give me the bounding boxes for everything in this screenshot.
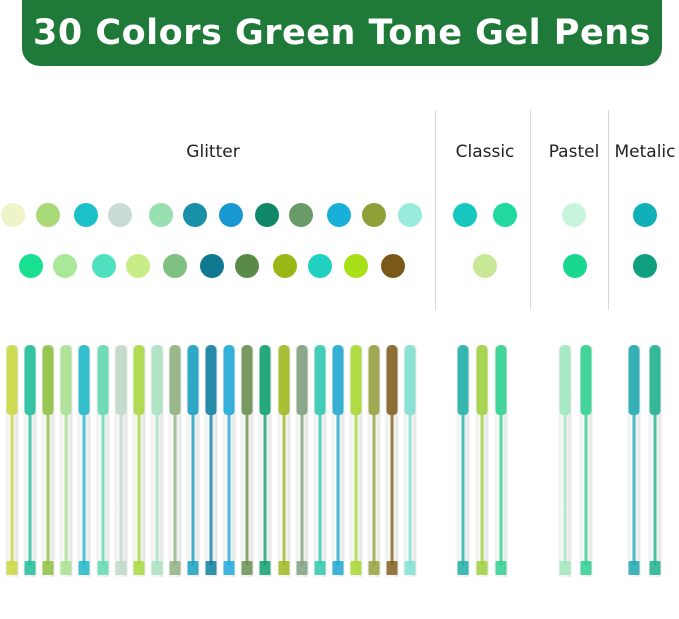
glitter-pen [5,345,20,580]
glitter-color-swatch [255,203,279,227]
glitter-color-swatch [398,203,422,227]
glitter-pen [312,345,327,580]
metalic-color-swatch [633,254,657,278]
classic-pen [475,345,490,580]
glitter-color-swatch [36,203,60,227]
classic-color-swatch [453,203,477,227]
glitter-pen [186,345,201,580]
metalic-pen [627,345,642,580]
classic-color-swatch [473,254,497,278]
glitter-color-swatch [289,203,313,227]
glitter-pen [41,345,56,580]
pastel-pen [558,345,573,580]
glitter-color-swatch [362,203,386,227]
glitter-color-swatch [308,254,332,278]
divider [435,110,436,310]
divider [608,110,609,310]
glitter-pen [403,345,418,580]
glitter-pen [294,345,309,580]
glitter-pen [113,345,128,580]
classic-pen [456,345,471,580]
glitter-color-swatch [74,203,98,227]
pastel-color-swatch [563,254,587,278]
glitter-pen [276,345,291,580]
glitter-color-swatch [183,203,207,227]
label-glitter: Glitter [186,142,240,162]
glitter-color-swatch [273,254,297,278]
label-pastel: Pastel [548,142,600,162]
classic-color-swatch [493,203,517,227]
glitter-pen [77,345,92,580]
glitter-pen [149,345,164,580]
pastel-pen [579,345,594,580]
divider [530,110,531,310]
glitter-color-swatch [92,254,116,278]
glitter-pen [222,345,237,580]
glitter-pen [348,345,363,580]
glitter-pen [95,345,110,580]
title: 30 Colors Green Tone Gel Pens [33,13,651,53]
metalic-pen [648,345,663,580]
glitter-color-swatch [149,203,173,227]
glitter-color-swatch [108,203,132,227]
glitter-pen [367,345,382,580]
glitter-color-swatch [19,254,43,278]
glitter-pen [23,345,38,580]
metalic-color-swatch [633,203,657,227]
title-banner: 30 Colors Green Tone Gel Pens [22,0,662,66]
label-classic: Classic [455,142,515,162]
glitter-color-swatch [235,254,259,278]
glitter-color-swatch [219,203,243,227]
glitter-pen [59,345,74,580]
glitter-color-swatch [327,203,351,227]
glitter-pen [167,345,182,580]
glitter-pen [330,345,345,580]
glitter-color-swatch [1,203,25,227]
glitter-color-swatch [126,254,150,278]
pastel-color-swatch [562,203,586,227]
glitter-pen [204,345,219,580]
glitter-color-swatch [381,254,405,278]
label-metalic: Metalic [614,142,676,162]
glitter-color-swatch [344,254,368,278]
glitter-pen [131,345,146,580]
glitter-color-swatch [200,254,224,278]
glitter-color-swatch [163,254,187,278]
glitter-pen [240,345,255,580]
glitter-pen [258,345,273,580]
glitter-color-swatch [53,254,77,278]
glitter-pen [385,345,400,580]
classic-pen [494,345,509,580]
